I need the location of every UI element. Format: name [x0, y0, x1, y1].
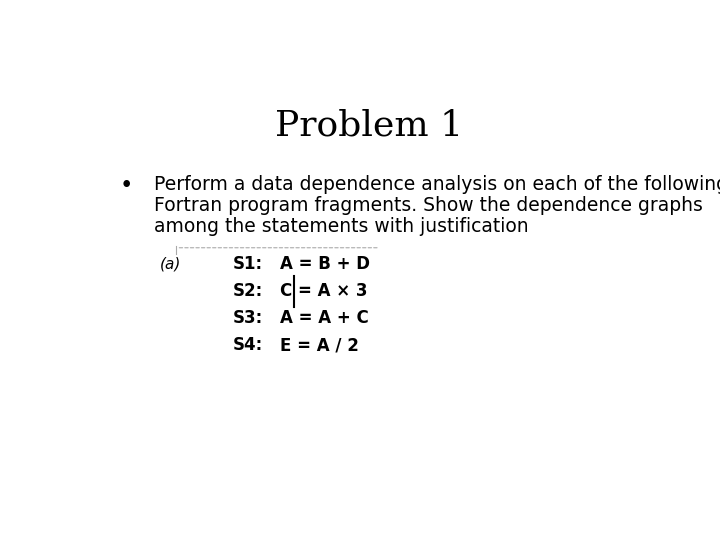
- Text: (a): (a): [161, 257, 181, 272]
- Text: C = A × 3: C = A × 3: [280, 282, 367, 300]
- Text: Perform a data dependence analysis on each of the following: Perform a data dependence analysis on ea…: [154, 175, 720, 194]
- Text: •: •: [120, 174, 133, 197]
- Text: among the statements with justification: among the statements with justification: [154, 217, 528, 235]
- Text: A = A + C: A = A + C: [280, 309, 369, 327]
- Text: E = A / 2: E = A / 2: [280, 336, 359, 354]
- Text: Problem 1: Problem 1: [275, 109, 463, 143]
- Text: S3:: S3:: [233, 309, 263, 327]
- Text: S4:: S4:: [233, 336, 263, 354]
- Text: S1:: S1:: [233, 255, 262, 273]
- Text: S2:: S2:: [233, 282, 263, 300]
- Text: Fortran program fragments. Show the dependence graphs: Fortran program fragments. Show the depe…: [154, 196, 703, 215]
- Text: A = B + D: A = B + D: [280, 255, 370, 273]
